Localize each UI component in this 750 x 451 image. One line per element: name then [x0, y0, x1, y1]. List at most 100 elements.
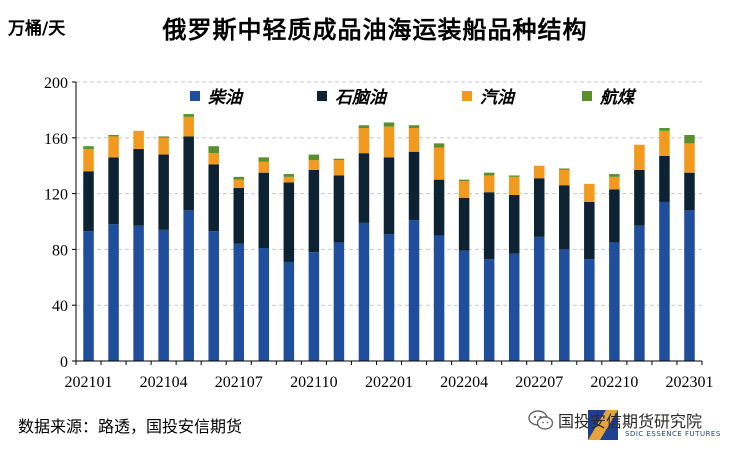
bar-segment [258, 248, 270, 361]
bar-segment [634, 169, 645, 226]
bar-segment [433, 235, 445, 361]
bar-segment [659, 201, 670, 361]
bar-segment [433, 179, 445, 236]
bar-segment [684, 210, 695, 361]
bar-segment [483, 259, 495, 361]
bar-segment [559, 249, 570, 361]
legend-label: 柴油 [208, 88, 244, 108]
bar-segment [383, 126, 395, 158]
bar-segment [283, 261, 295, 361]
legend-label: 航煤 [599, 88, 637, 108]
bar-segment [584, 259, 595, 361]
y-tick-label: 200 [44, 75, 68, 92]
x-tick-label: 202201 [365, 374, 413, 391]
bar-segment [659, 130, 670, 156]
brand-subtitle: SDIC ESSENCE FUTURES [625, 430, 721, 438]
chart-title: 俄罗斯中轻质成品油海运装船品种结构 [162, 16, 588, 44]
bar-segment [684, 172, 695, 211]
bar-segment [383, 157, 395, 235]
sdic-logo-icon [588, 410, 618, 440]
bar-segment [358, 125, 370, 129]
bar-segment [333, 160, 345, 176]
bar-segment [133, 148, 144, 226]
bar-segment [433, 147, 445, 180]
x-tick-label: 202107 [215, 374, 263, 391]
bar-segment [659, 155, 670, 202]
bar-segment [233, 243, 245, 361]
brand-name: 国投安信期货研究院 [558, 412, 703, 431]
x-tick-labels: 202101 202104 202107 202110 202201 202204 2022… [65, 374, 714, 391]
bar-segment [408, 125, 420, 129]
x-tick-label: 202301 [665, 374, 713, 391]
bar-segment [383, 122, 395, 127]
bar-segment [158, 137, 169, 155]
bar-segment [258, 172, 270, 249]
bar-segment [233, 188, 245, 244]
bar-segment [108, 135, 119, 137]
bar-segment [358, 222, 370, 361]
bar-stacks [83, 114, 695, 361]
x-tick-label: 202110 [290, 374, 337, 391]
bar-segment [83, 146, 94, 149]
bar-segment [533, 178, 545, 237]
bar-segment [358, 153, 370, 223]
bar-segment [183, 116, 194, 137]
bar-segment [283, 176, 295, 183]
x-tick-label: 202204 [440, 374, 488, 391]
bar-segment [308, 160, 320, 170]
bar-segment [508, 194, 520, 254]
bar-segment [183, 136, 194, 211]
bar-segment [258, 157, 270, 162]
bar-segment [634, 144, 645, 170]
y-tick-label: 80 [52, 242, 68, 259]
y-tick-label: 0 [60, 354, 68, 371]
bar-segment [283, 174, 295, 177]
bar-segment [83, 148, 94, 172]
y-tick-label: 40 [52, 298, 68, 315]
bar-segment [208, 164, 219, 232]
bar-segment [308, 252, 320, 361]
bar-segment [133, 225, 144, 361]
bar-segment [458, 250, 470, 361]
bar-segment [208, 153, 219, 165]
bar-segment [609, 174, 620, 177]
y-tick-label: 160 [44, 131, 68, 148]
bar-segment [158, 229, 169, 361]
legend-swatch [317, 91, 327, 101]
bar-segment [508, 176, 520, 195]
bar-segment [508, 253, 520, 361]
x-tick-label: 202210 [590, 374, 638, 391]
legend: 柴油 石脑油 汽油 航煤 [190, 88, 637, 108]
legend-label: 汽油 [480, 88, 516, 108]
bar-segment [408, 128, 420, 152]
bar-segment [408, 151, 420, 221]
bar-segment [433, 143, 445, 148]
bar-segment [458, 179, 470, 182]
x-tick-label: 202207 [515, 374, 563, 391]
bar-segment [483, 172, 495, 176]
bar-segment [283, 182, 295, 262]
bar-segment [108, 136, 119, 158]
bar-segment [258, 161, 270, 173]
bar-segment [684, 143, 695, 173]
axes [72, 81, 703, 365]
bar-segment [408, 220, 420, 361]
bar-segment [383, 234, 395, 361]
bar-segment [458, 197, 470, 251]
bar-segment [609, 242, 620, 361]
bar-segment [559, 168, 570, 170]
legend-swatch [190, 91, 200, 101]
bar-segment [333, 175, 345, 243]
y-axis-unit-label: 万桶/天 [8, 19, 66, 39]
bar-segment [333, 242, 345, 361]
bar-segment [533, 236, 545, 361]
bar-segment [684, 135, 695, 144]
bar-segment [333, 158, 345, 161]
bar-segment [559, 169, 570, 186]
bar-segment [508, 175, 520, 177]
bar-segment [308, 154, 320, 161]
legend-swatch [582, 91, 592, 101]
bar-segment [609, 189, 620, 243]
bar-segment [358, 128, 370, 154]
